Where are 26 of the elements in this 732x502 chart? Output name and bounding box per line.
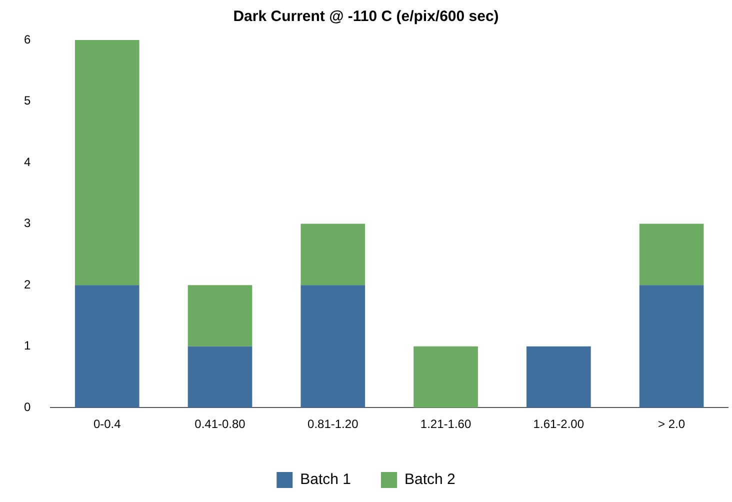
x-tick-label: > 2.0 bbox=[658, 417, 686, 432]
bar bbox=[74, 285, 140, 408]
legend-label: Batch 1 bbox=[300, 471, 352, 488]
bar bbox=[639, 285, 704, 408]
y-tick-label: 2 bbox=[24, 277, 31, 292]
chart-title: Dark Current @ -110 C (e/pix/600 sec) bbox=[233, 8, 499, 26]
x-tick-label: 0-0.4 bbox=[93, 417, 122, 432]
bar bbox=[526, 346, 591, 408]
bar bbox=[188, 346, 252, 408]
y-tick-label: 4 bbox=[24, 154, 31, 169]
x-tick-label: 0.81-1.20 bbox=[308, 417, 359, 432]
y-tick-label: 5 bbox=[24, 94, 31, 108]
bar bbox=[639, 224, 704, 286]
x-tick-label: 1.21-1.60 bbox=[420, 417, 472, 432]
y-tick-label: 0 bbox=[24, 400, 31, 414]
legend-label: Batch 2 bbox=[404, 471, 456, 488]
bar bbox=[414, 346, 478, 408]
bar bbox=[300, 224, 366, 286]
y-tick-label: 6 bbox=[24, 32, 31, 46]
y-tick-label: 3 bbox=[24, 216, 31, 230]
bar bbox=[74, 40, 140, 286]
bar bbox=[188, 285, 252, 346]
bar bbox=[300, 285, 366, 408]
y-tick-label: 1 bbox=[24, 338, 31, 353]
x-tick-label: 0.41-0.80 bbox=[194, 417, 246, 432]
x-tick-label: 1.61-2.00 bbox=[533, 417, 584, 432]
